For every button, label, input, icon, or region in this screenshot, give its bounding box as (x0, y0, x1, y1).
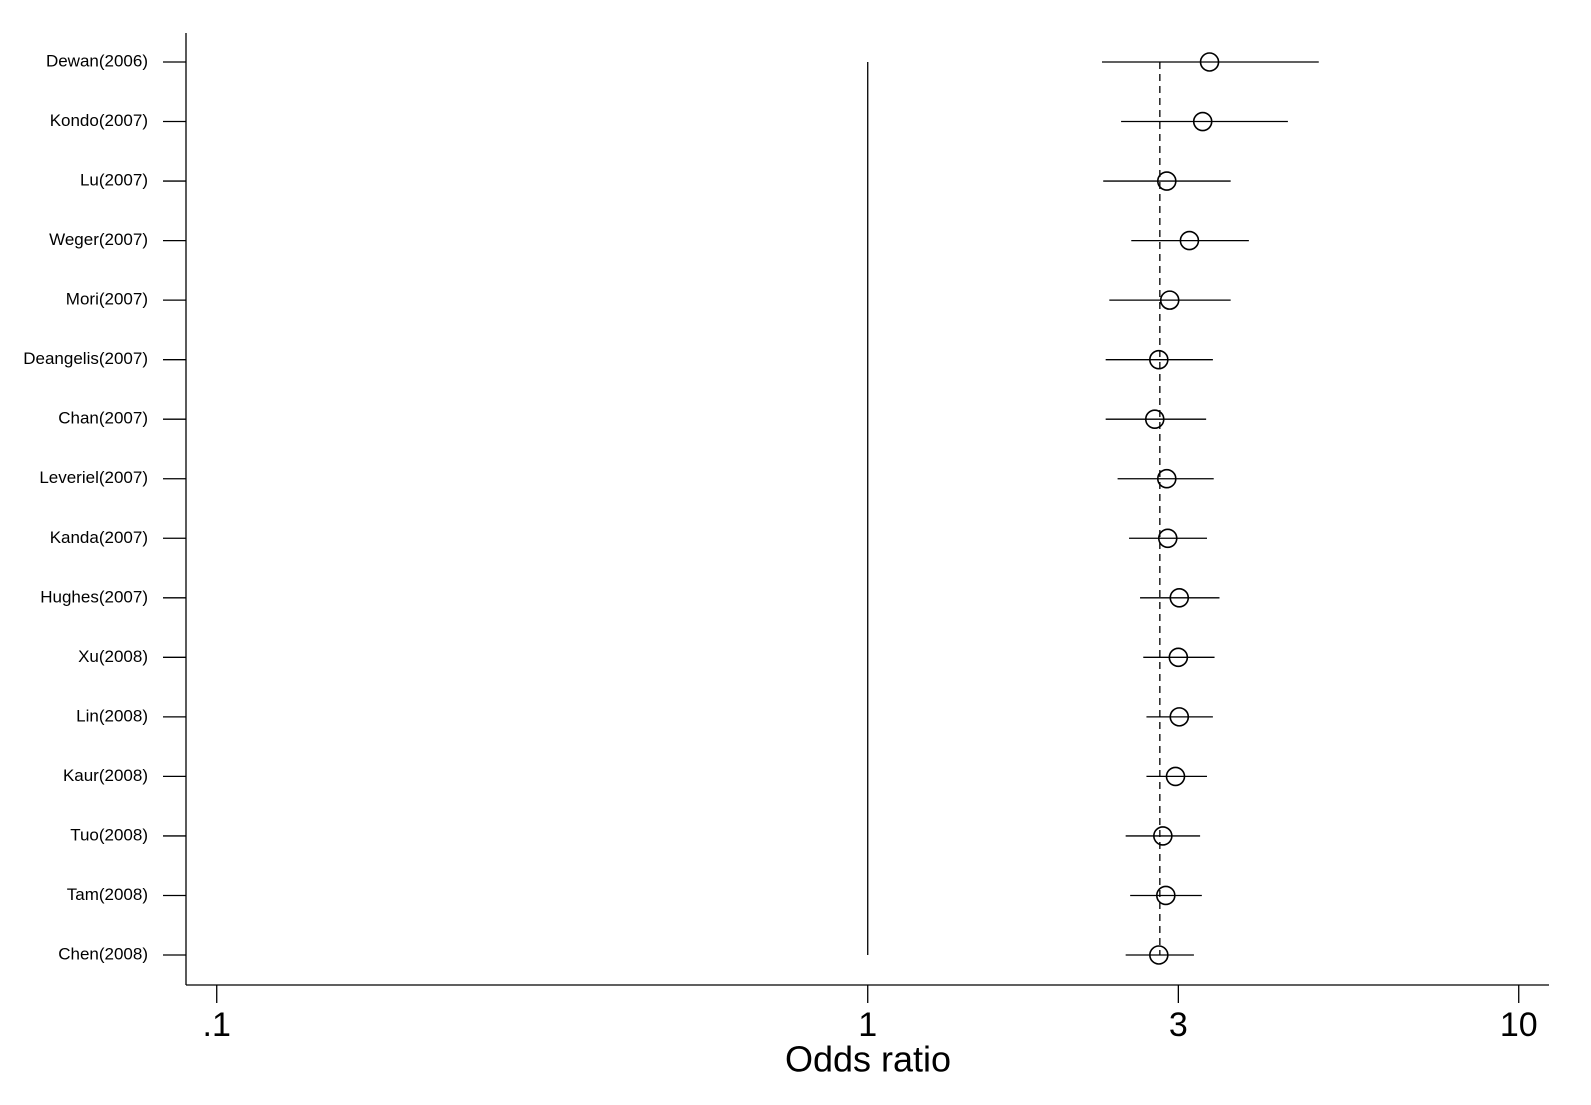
point-estimate (1179, 230, 1200, 251)
y-tick-label: Tuo(2008) (70, 825, 148, 844)
point-estimate (1168, 647, 1189, 668)
y-tick-label: Weger(2007) (49, 230, 148, 249)
point-estimate (1153, 826, 1173, 846)
point-estimate (1159, 290, 1180, 310)
y-tick-label: Mori(2007) (66, 290, 148, 309)
x-tick-label: 10 (1500, 1006, 1538, 1044)
point-estimate (1149, 349, 1169, 370)
point-estimate (1144, 409, 1165, 430)
y-tick-label: Lu(2007) (80, 171, 148, 190)
point-estimate (1165, 766, 1186, 787)
point-estimate (1157, 528, 1178, 549)
x-tick-label: .1 (203, 1006, 231, 1044)
y-tick-label: Xu(2008) (78, 647, 148, 666)
y-tick-label: Chen(2008) (58, 944, 148, 963)
point-estimate (1192, 111, 1213, 132)
y-tick-label: Hughes(2007) (40, 587, 148, 606)
y-tick-label: Deangelis(2007) (23, 349, 148, 368)
point-estimate (1169, 707, 1190, 727)
y-tick-label: Dewan(2006) (46, 51, 148, 70)
y-tick-label: Chan(2007) (58, 409, 148, 428)
point-estimate (1149, 945, 1169, 965)
point-estimate (1156, 468, 1177, 489)
point-estimate (1156, 885, 1176, 906)
y-tick-label: Kaur(2008) (63, 766, 148, 785)
y-tick-label: Kanda(2007) (50, 528, 148, 547)
y-tick-label: Lin(2008) (76, 706, 148, 725)
x-tick-label: 1 (858, 1006, 877, 1044)
x-tick-label: 3 (1169, 1006, 1188, 1044)
point-estimate (1169, 587, 1190, 608)
y-tick-label: Leveriel(2007) (39, 468, 148, 487)
y-tick-label: Tam(2008) (67, 885, 148, 904)
point-estimate (1156, 171, 1177, 191)
x-axis-title: Odds ratio (785, 1039, 951, 1080)
y-tick-label: Kondo(2007) (50, 111, 148, 130)
point-estimate (1199, 52, 1220, 72)
